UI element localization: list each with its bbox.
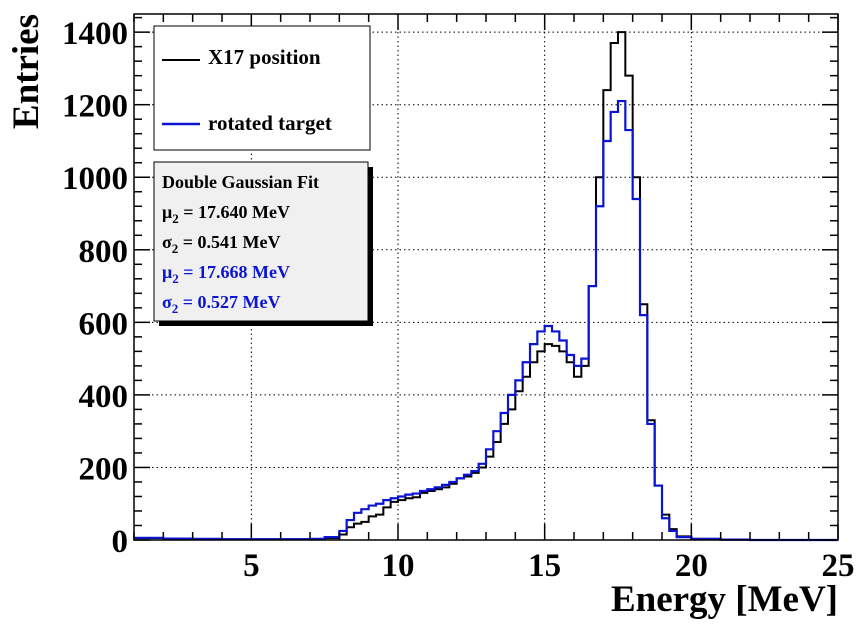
fit-box: Double Gaussian Fit μ2 = 17.640 MeV σ2 = … [153,161,373,326]
y-axis-title: Entries [6,14,47,129]
y-tick-label: 0 [112,524,129,560]
legend-label-rotated: rotated target [208,111,332,135]
fit-box-lines: μ2 = 17.640 MeV σ2 = 0.541 MeV μ2 = 17.668… [162,202,290,316]
x-tick-label: 10 [382,548,415,584]
legend-box [153,25,371,151]
y-tick-label: 800 [79,234,129,270]
fit-param-line: μ2 = 17.640 MeV [162,202,290,226]
x-tick-label: 5 [243,548,260,584]
fit-box-panel [153,161,369,322]
y-tick-label: 600 [79,306,129,342]
tick-labels: 5 10 15 20 25 0 200 400 600 800 1000 1200 1400 [62,16,855,584]
y-tick-label: 1000 [62,161,128,197]
series-x17-position [134,31,838,541]
axis-ticks [133,14,839,541]
fit-param-line: σ2 = 0.541 MeV [162,232,281,256]
y-tick-label: 200 [79,451,129,487]
x-tick-label: 20 [675,548,708,584]
fit-box-title: Double Gaussian Fit [162,172,319,192]
data-series [134,31,838,542]
x-axis-title: Energy [MeV] [611,579,838,620]
legend-label-x17: X17 position [208,45,321,69]
y-tick-label: 1400 [62,16,128,52]
x-tick-label: 15 [528,548,561,584]
legend: X17 position rotated target [153,25,371,151]
x-tick-label: 25 [822,548,855,584]
fit-param-line: μ2 = 17.668 MeV [162,262,290,286]
y-tick-label: 400 [79,379,129,415]
fit-param-line: σ2 = 0.527 MeV [162,292,281,316]
y-tick-label: 1200 [62,89,128,125]
series-rotated-target [134,99,838,542]
